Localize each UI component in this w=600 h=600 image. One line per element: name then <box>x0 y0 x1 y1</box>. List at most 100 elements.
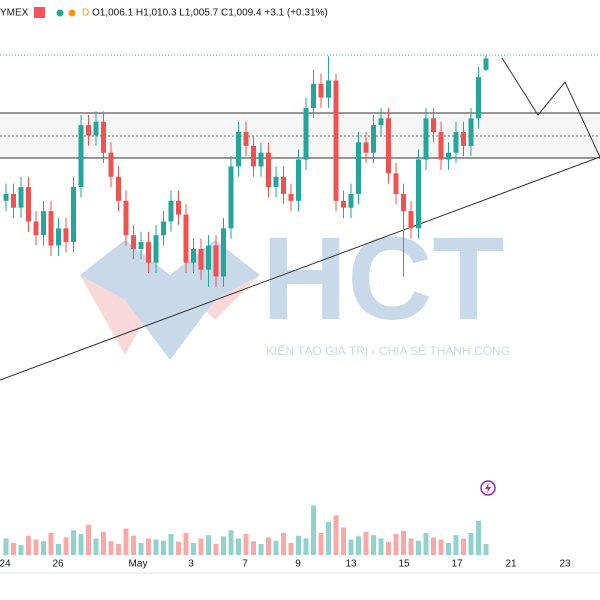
candle-body <box>416 159 421 229</box>
candle-body <box>378 118 384 126</box>
candle-body <box>363 142 369 153</box>
candle-body <box>371 125 376 153</box>
candle-body <box>386 118 391 174</box>
candle-body <box>333 80 339 201</box>
candle-body <box>71 187 76 243</box>
x-tick-label: 23 <box>559 559 571 570</box>
volume-bar <box>243 534 249 555</box>
candle-body <box>468 118 474 146</box>
x-tick-label: May <box>129 559 148 570</box>
watermark: HCT KIẾN TẠO GIÁ TRỊ - CHIA SẺ THÀNH CÔN… <box>80 213 510 360</box>
candle-body <box>476 77 481 119</box>
candle-body <box>93 121 99 136</box>
volume-bar <box>311 505 316 555</box>
x-tick-label: 3 <box>188 559 194 570</box>
volume-bar <box>461 538 466 555</box>
volume-bar <box>71 530 76 555</box>
volume-bar <box>206 535 211 555</box>
ohlc-legend: O1,006.1 H1,010.3 L1,005.7 C1,009.4 +3.1… <box>92 8 328 19</box>
candle-body <box>483 58 489 70</box>
candle-body <box>446 152 451 160</box>
volume-bar <box>198 538 204 555</box>
candle-body <box>11 193 16 208</box>
volume-bar <box>258 544 264 555</box>
volume-bar <box>56 544 61 555</box>
x-tick-label: 17 <box>451 559 463 570</box>
volume-bar <box>371 535 376 555</box>
candle-body <box>161 221 166 236</box>
watermark-logo: HCT <box>262 213 505 345</box>
candle-body <box>56 228 61 246</box>
volume-bar <box>446 542 451 555</box>
candle-body <box>116 176 121 201</box>
status-dot <box>68 9 76 17</box>
volume-bar <box>266 537 271 555</box>
candle-body <box>18 187 24 208</box>
x-tick-label: 26 <box>52 559 64 570</box>
candle-body <box>183 214 189 263</box>
candle-body <box>198 248 204 270</box>
volume-bar <box>401 530 406 555</box>
candle-body <box>48 211 54 246</box>
volume-bar <box>333 515 339 555</box>
x-tick-label: 9 <box>295 559 301 570</box>
volume-bar <box>18 545 24 555</box>
logo-diamond <box>170 275 260 320</box>
candle-body <box>206 245 211 270</box>
volume-bar <box>348 539 354 555</box>
candle-body <box>146 242 151 263</box>
volume-bar <box>341 527 346 555</box>
event-icon[interactable] <box>480 480 496 496</box>
candle-body <box>348 193 354 208</box>
volume-bar <box>176 541 181 555</box>
interval: D <box>82 8 89 19</box>
volume-bar <box>416 540 421 555</box>
volume-bar <box>288 542 294 555</box>
volume-bar <box>101 531 106 555</box>
volume-bar <box>48 533 54 555</box>
candle-body <box>41 211 46 236</box>
x-tick-label: 15 <box>398 559 410 570</box>
volume-bar <box>431 537 436 555</box>
candle-body <box>168 200 174 222</box>
candle-body <box>33 221 39 236</box>
volume-bar <box>108 541 114 555</box>
candle-body <box>273 176 279 188</box>
volume-bar <box>356 536 361 555</box>
volume-bar <box>221 536 226 555</box>
candle-body <box>431 118 436 133</box>
logo-diamond <box>80 240 170 300</box>
volume-bar <box>296 535 301 555</box>
header-bg <box>0 0 600 24</box>
candle-body <box>303 107 309 160</box>
volume-bar <box>3 538 9 555</box>
candle-body <box>78 125 84 188</box>
volume-bar <box>476 520 481 555</box>
candle-body <box>108 152 114 177</box>
flag-icon[interactable] <box>34 7 45 18</box>
volume-bar <box>303 538 309 555</box>
logo-diamond <box>125 275 215 360</box>
candle-body <box>221 228 226 277</box>
candle-body <box>423 118 429 160</box>
candle-body <box>228 166 234 229</box>
projection-path <box>501 57 600 158</box>
logo-diamond <box>80 275 170 355</box>
candle-body <box>326 80 331 98</box>
volume-bar <box>273 540 279 555</box>
candle-body <box>408 211 414 229</box>
candle-body <box>393 173 399 194</box>
volume-bar <box>213 544 219 555</box>
candle-body <box>26 187 31 222</box>
watermark-slogan: KIẾN TẠO GIÁ TRỊ - CHIA SẺ THÀNH CÔNG <box>266 343 510 358</box>
candle-body <box>86 125 91 136</box>
candle-body <box>311 83 316 108</box>
volume-bar <box>131 535 136 555</box>
candle-body <box>123 200 129 236</box>
volume-bar <box>453 535 459 555</box>
candle-body <box>281 176 286 194</box>
candle-body <box>176 200 181 215</box>
candle-body <box>296 159 301 201</box>
volume-bar <box>123 528 129 555</box>
